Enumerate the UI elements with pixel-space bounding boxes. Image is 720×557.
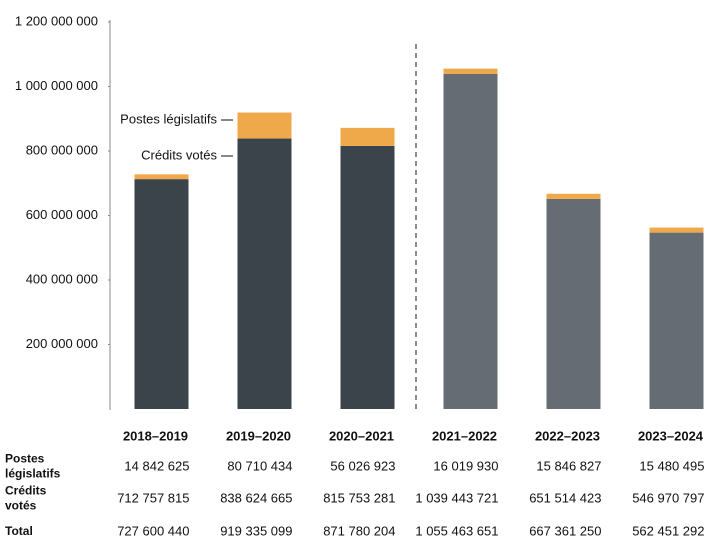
row-label: Total <box>5 524 33 538</box>
bar-segment <box>546 198 601 409</box>
cell: 838 624 665 <box>220 490 292 505</box>
cell: 1 039 443 721 <box>415 490 498 505</box>
cell: 871 780 204 <box>323 523 395 538</box>
cell: 56 026 923 <box>330 458 395 473</box>
cell: 16 019 930 <box>433 458 498 473</box>
cell: 562 451 292 <box>632 523 704 538</box>
cell: 727 600 440 <box>117 523 189 538</box>
cell: 14 842 625 <box>124 458 189 473</box>
bar-segment <box>443 68 498 74</box>
y-tick-label: 600 000 000 <box>26 207 98 222</box>
column-header: 2019–2020 <box>226 428 291 443</box>
row-label: Postes législatifs <box>5 452 61 481</box>
column-header: 2022–2023 <box>535 428 600 443</box>
column-header: 2021–2022 <box>432 428 497 443</box>
cell: 80 710 434 <box>227 458 292 473</box>
y-tick-label: 1 200 000 000 <box>15 13 98 28</box>
bar-segment <box>340 127 395 146</box>
cell: 712 757 815 <box>117 490 189 505</box>
cell: 15 846 827 <box>536 458 601 473</box>
bar-segment <box>237 112 292 139</box>
cell: 815 753 281 <box>323 490 395 505</box>
bar-segment <box>443 73 498 409</box>
row-label: Crédits votés <box>5 484 47 513</box>
column-header: 2020–2021 <box>329 428 394 443</box>
legend-label: Postes législatifs <box>120 111 217 126</box>
bar-segment <box>649 232 704 409</box>
y-tick-label: 1 000 000 000 <box>15 78 98 93</box>
cell: 919 335 099 <box>220 523 292 538</box>
column-header: 2018–2019 <box>123 428 188 443</box>
y-tick-label: 200 000 000 <box>26 336 98 351</box>
column-header: 2023–2024 <box>638 428 704 443</box>
bar-segment <box>134 179 189 409</box>
cell: 667 361 250 <box>529 523 601 538</box>
cell: 651 514 423 <box>529 490 601 505</box>
y-tick-label: 400 000 000 <box>26 271 98 286</box>
bar-segment <box>546 193 601 199</box>
cell: 546 970 797 <box>632 490 704 505</box>
y-tick-label: 800 000 000 <box>26 142 98 157</box>
cell: 1 055 463 651 <box>415 523 498 538</box>
cell: 15 480 495 <box>639 458 704 473</box>
bar-segment <box>649 227 704 233</box>
bar-segment <box>134 174 189 180</box>
bar-segment <box>340 145 395 410</box>
bar-segment <box>237 138 292 409</box>
legend-label: Crédits votés <box>141 147 217 162</box>
